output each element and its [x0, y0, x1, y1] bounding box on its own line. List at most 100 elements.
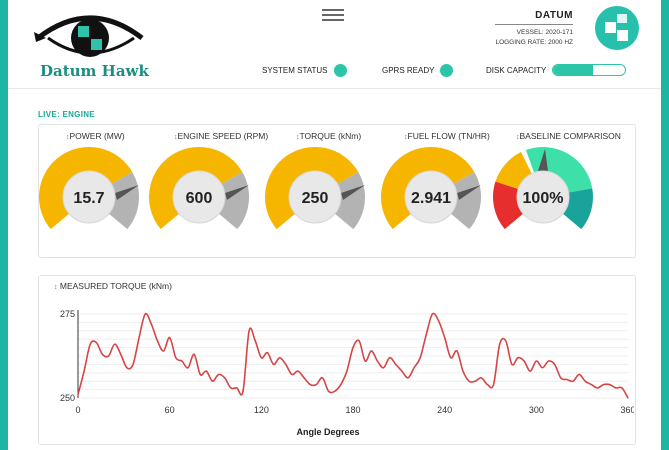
torque-data-point: [327, 390, 330, 392]
gauge-arc-remaining: [450, 172, 481, 230]
torque-data-point: [395, 363, 397, 365]
torque-data-point: [456, 350, 458, 352]
torque-data-point: [138, 336, 140, 339]
x-tick-label: 120: [254, 405, 269, 415]
torque-data-point: [187, 367, 189, 369]
torque-data-point: [346, 370, 348, 372]
disk-capacity-fill: [553, 65, 593, 75]
y-tick-label: 275: [60, 309, 75, 319]
gauge-needle: [115, 185, 139, 200]
torque-data-point: [609, 383, 611, 386]
gauge-hub: [404, 170, 458, 224]
gauge-title-text: BASELINE COMPARISON: [519, 131, 621, 141]
hamburger-menu-icon[interactable]: [322, 9, 344, 21]
chart-title: ↕ MEASURED TORQUE (kNm): [54, 281, 172, 291]
torque-data-point: [205, 370, 207, 372]
torque-data-point: [370, 350, 372, 352]
gauge-hub: [516, 170, 570, 224]
system-status-indicator: [333, 64, 347, 77]
gauge-arc-value: [381, 147, 475, 230]
x-axis-label: Angle Degrees: [296, 427, 359, 437]
torque-data-point: [389, 357, 391, 359]
x-tick-label: 360: [620, 405, 634, 415]
torque-data-point: [156, 340, 159, 342]
torque-data-point: [627, 397, 629, 399]
torque-data-point: [297, 370, 299, 372]
torque-data-point: [492, 383, 495, 386]
torque-data-point: [615, 387, 617, 389]
torque-data-point: [266, 352, 269, 354]
torque-data-point: [309, 383, 311, 386]
torque-chart-card: [38, 275, 636, 445]
torque-data-point: [547, 360, 550, 362]
torque-data-point: [419, 357, 421, 359]
gauge-title-text: POWER (MW): [69, 131, 125, 141]
datum-name: DATUM: [495, 10, 573, 25]
gauge-value: 100%: [523, 190, 564, 207]
torque-data-point: [260, 357, 262, 359]
torque-data-point: [150, 323, 152, 325]
torque-data-point: [578, 373, 580, 376]
torque-data-point: [217, 373, 220, 376]
header-divider: [8, 88, 661, 89]
torque-data-point: [462, 370, 464, 372]
datum-badge-icon[interactable]: [595, 6, 639, 50]
gauge-arc-value: [149, 147, 243, 230]
gauge-arc-value: [39, 147, 133, 230]
gauge-title: ↕FUEL FLOW (TN/HR): [404, 131, 490, 141]
gauge-title: ↕BASELINE COMPARISON: [516, 131, 621, 141]
logging-rate: LOGGING RATE: 2000 HZ: [495, 39, 573, 46]
torque-data-point: [242, 390, 244, 392]
torque-data-point: [303, 377, 305, 379]
baseline-arc-good: [525, 147, 593, 194]
gauge-title: ↕ENGINE SPEED (RPM): [174, 131, 269, 141]
gauge-arc-remaining: [218, 172, 249, 230]
torque-data-point: [315, 383, 317, 386]
dashboard: Datum Hawk DATUM VESSEL: 2020-171 LOGGIN…: [8, 0, 661, 450]
gauge-title: ↕POWER (MW): [66, 131, 125, 141]
torque-data-point: [236, 387, 238, 389]
disk-label: DISK CAPACITY: [486, 65, 547, 75]
gauge-1: 600: [149, 147, 249, 230]
baseline-arc-low: [493, 181, 524, 230]
gauge-hub: [288, 170, 342, 224]
vessel-info: DATUM VESSEL: 2020-171 LOGGING RATE: 200…: [495, 10, 573, 48]
torque-data-point: [450, 357, 452, 359]
vessel-id: VESSEL: 2020-171: [516, 29, 573, 36]
gauge-title-text: ENGINE SPEED (RPM): [177, 131, 269, 141]
torque-data-point: [444, 336, 446, 339]
x-tick-label: 300: [529, 405, 544, 415]
torque-data-point: [602, 383, 605, 386]
disk-capacity-bar: [552, 64, 627, 76]
torque-data-point: [358, 340, 360, 342]
torque-data-point: [334, 390, 336, 392]
gauge-2: 250: [265, 147, 365, 230]
torque-data-point: [89, 343, 91, 345]
torque-data-point: [364, 360, 366, 362]
gauge-hub: [172, 170, 226, 224]
torque-data-point: [248, 330, 250, 332]
torque-data-point: [511, 363, 513, 365]
gprs-indicator: [440, 64, 454, 77]
torque-data-point: [499, 343, 501, 345]
torque-data-point: [376, 360, 379, 362]
torque-data-point: [425, 333, 427, 335]
torque-data-point: [120, 353, 122, 355]
gauges-panel: 15.7 600 250 2.941 100%: [39, 147, 593, 230]
y-tick-label: 250: [60, 393, 75, 403]
gauge-arc-remaining: [334, 172, 365, 230]
gauge-value: 600: [186, 190, 213, 207]
torque-data-point: [596, 387, 599, 389]
torque-data-point: [584, 380, 586, 382]
baseline-arc-high: [562, 188, 593, 230]
gauge-4: 100%: [493, 147, 593, 230]
torque-data-point: [529, 370, 531, 372]
gauge-title-text: TORQUE (kNm): [299, 131, 362, 141]
section-label: LIVE: ENGINE: [38, 110, 95, 119]
torque-data-point: [199, 373, 201, 376]
torque-data-point: [413, 367, 415, 369]
torque-data-point: [517, 357, 519, 359]
gauge-arc-value: [265, 147, 359, 230]
torque-data-point: [401, 370, 403, 372]
torque-data-point: [114, 343, 116, 345]
